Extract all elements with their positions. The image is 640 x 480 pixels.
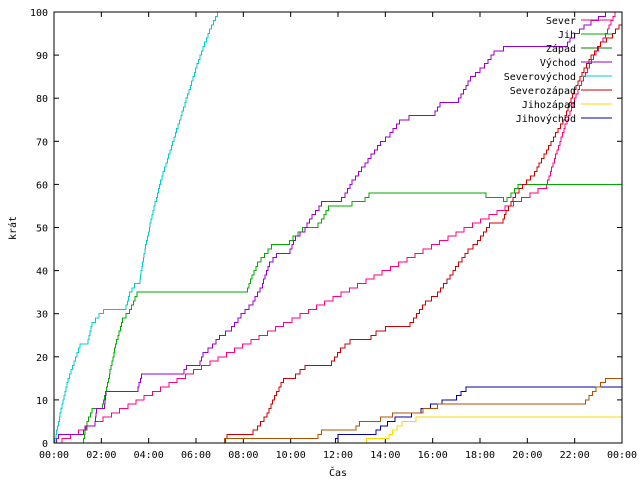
legend-label: Západ [546,43,576,55]
legend-label: Severovýchod [504,71,576,83]
series-lines [54,12,622,443]
x-tick-label: 22:00 [560,450,590,461]
series-line-3 [54,12,622,443]
series-line-7 [54,386,622,443]
x-tick-label: 18:00 [465,450,495,461]
series-line-0 [54,12,622,443]
series-line-1 [54,183,622,443]
y-tick-label: 50 [36,224,48,235]
series-line-8 [54,377,622,443]
y-tick-label: 80 [36,94,48,105]
x-tick-label: 20:00 [512,450,542,461]
y-tick-label: 40 [36,267,48,278]
y-tick-label: 0 [42,439,48,450]
legend-label: Sever [546,16,576,27]
legend: Sever Jih Západ Východ Severovýchod Severozáp… [504,16,612,125]
series-line-4 [54,12,220,443]
legend-label: Jih [558,30,576,41]
plot-frame [53,11,623,444]
y-axis-label: krát [7,216,19,240]
y-tick-label: 100 [30,8,48,19]
legend-label: Východ [540,57,576,69]
x-axis-label: Čas [329,466,347,479]
x-tick-label: 12:00 [323,450,353,461]
y-tick-label: 20 [36,353,48,364]
x-tick-label: 04:00 [134,450,164,461]
legend-label: Severozápad [510,85,576,97]
tick-labels: 00:00 02:00 04:00 06:00 08:00 10:00 12:00 14:00… [30,8,637,461]
x-tick-label: 02:00 [86,450,116,461]
y-tick-label: 30 [36,310,48,321]
series-line-5 [54,20,622,443]
y-tick-label: 70 [36,137,48,148]
x-tick-label: 08:00 [228,450,258,461]
x-tick-label: 14:00 [370,450,400,461]
x-tick-label: 00:00 [39,450,69,461]
x-tick-label: 00:00 [607,450,637,461]
x-tick-label: 06:00 [181,450,211,461]
y-tick-label: 60 [36,180,48,191]
series-line-6 [54,416,622,443]
y-tick-label: 90 [36,51,48,62]
y-tick-label: 10 [36,396,48,407]
x-tick-label: 16:00 [418,450,448,461]
x-tick-label: 10:00 [276,450,306,461]
legend-label: Jihovýchod [516,113,576,125]
legend-label: Jihozápad [522,99,576,111]
